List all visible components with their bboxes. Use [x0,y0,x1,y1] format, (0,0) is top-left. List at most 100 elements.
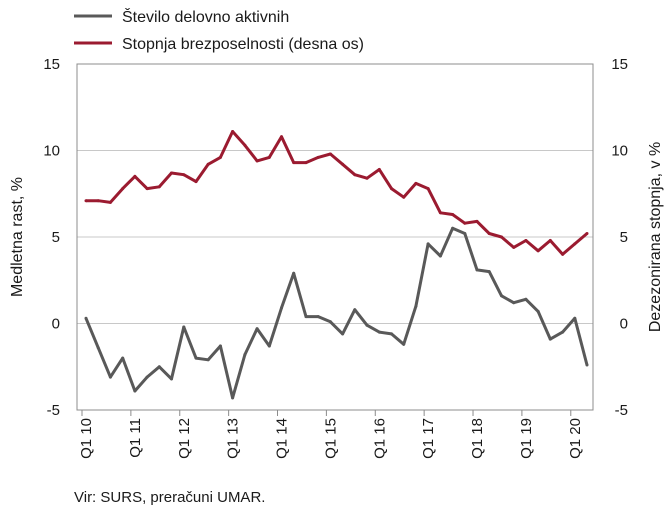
data-point [451,213,455,216]
data-point [573,242,577,246]
data-point [243,143,247,147]
data-point [475,219,479,223]
data-point [170,377,173,381]
left-axis: 15 10 5 0 -5 [43,56,60,419]
data-point [182,173,186,177]
data-point [267,155,271,159]
y-tick-label-right: 15 [611,56,628,73]
data-point [438,211,442,215]
source-note: Vir: SURS, preračuni UMAR. [74,489,266,506]
data-point [84,316,88,320]
data-point [206,162,210,166]
data-point [292,161,296,165]
data-point [108,200,112,204]
data-point [304,315,308,319]
data-point [524,297,528,301]
data-point [194,180,198,184]
data-point [585,232,589,235]
data-point [487,232,491,235]
data-point [206,358,210,362]
data-point [353,308,357,312]
data-point [414,304,418,308]
data-point [402,195,406,199]
y-tick-label-left: -5 [47,402,60,419]
data-point [500,235,503,239]
data-point [121,356,125,360]
data-point [390,332,393,336]
data-point [255,327,259,331]
x-tick-label: Q1 11 [127,418,144,458]
data-point [585,363,589,367]
data-point [133,389,137,393]
data-point [536,309,540,313]
x-tick-label: Q1 14 [274,418,291,459]
y-tick-label-left: 10 [43,143,60,160]
x-tick-label: Q1 10 [78,418,95,459]
data-point [231,130,235,133]
data-point [561,252,565,256]
data-point [463,232,467,235]
data-point [512,301,516,305]
data-point [377,330,381,334]
data-point [426,187,430,191]
y-tick-label-left: 0 [52,316,60,333]
y-axis-title-right: Dezezonirana stopnja, v % [647,142,664,332]
data-point [243,353,247,357]
y-tick-label-right: 0 [620,316,628,333]
data-point [365,176,369,180]
legend-label-unemployment: Stopnja brezposelnosti (desna os) [122,36,364,53]
legend-label-employment: Število delovno aktivnih [122,7,289,26]
data-point [451,226,455,230]
data-point [463,221,467,225]
data-point [341,162,345,166]
data-point [194,356,198,360]
data-point [133,174,137,178]
data-point [500,294,503,298]
data-point [524,239,528,242]
x-tick-label: Q1 15 [322,418,339,459]
data-point [487,270,491,274]
x-tick-label: Q1 17 [420,418,437,459]
x-tick-label: Q1 16 [371,418,388,459]
y-axis-title-left: Medletna rast, % [9,177,26,297]
data-point [157,365,161,369]
data-point [292,271,296,275]
data-point [121,187,125,191]
data-point [145,187,149,191]
data-point [414,181,418,185]
data-point [218,155,222,159]
x-tick-label: Q1 18 [469,418,486,459]
data-point [316,315,320,319]
data-point [145,375,149,379]
y-tick-label-left: 15 [43,56,60,73]
data-point [231,396,235,400]
series-line-0 [84,226,589,400]
data-point [96,346,100,350]
data-point [170,171,173,175]
data-point [304,161,308,165]
x-tick-label: Q1 19 [518,418,535,459]
data-point [353,173,357,177]
data-point [316,155,320,159]
data-point [561,330,565,334]
data-point [438,254,442,258]
data-point [328,152,332,156]
x-tick-label: Q1 20 [567,418,584,459]
data-point [328,320,332,324]
data-point [96,199,100,203]
plot-frame [76,63,594,411]
series-layer [84,130,589,400]
data-point [548,239,552,242]
y-tick-label-left: 5 [52,229,60,246]
data-point [255,159,259,163]
data-point [536,249,540,253]
grid [77,150,593,324]
right-axis: 15 10 5 0 -5 [611,56,628,419]
data-point [341,332,345,336]
y-tick-label-right: 5 [620,229,628,246]
data-point [377,168,381,171]
data-point [280,306,283,310]
data-point [280,135,283,139]
data-point [84,199,88,203]
